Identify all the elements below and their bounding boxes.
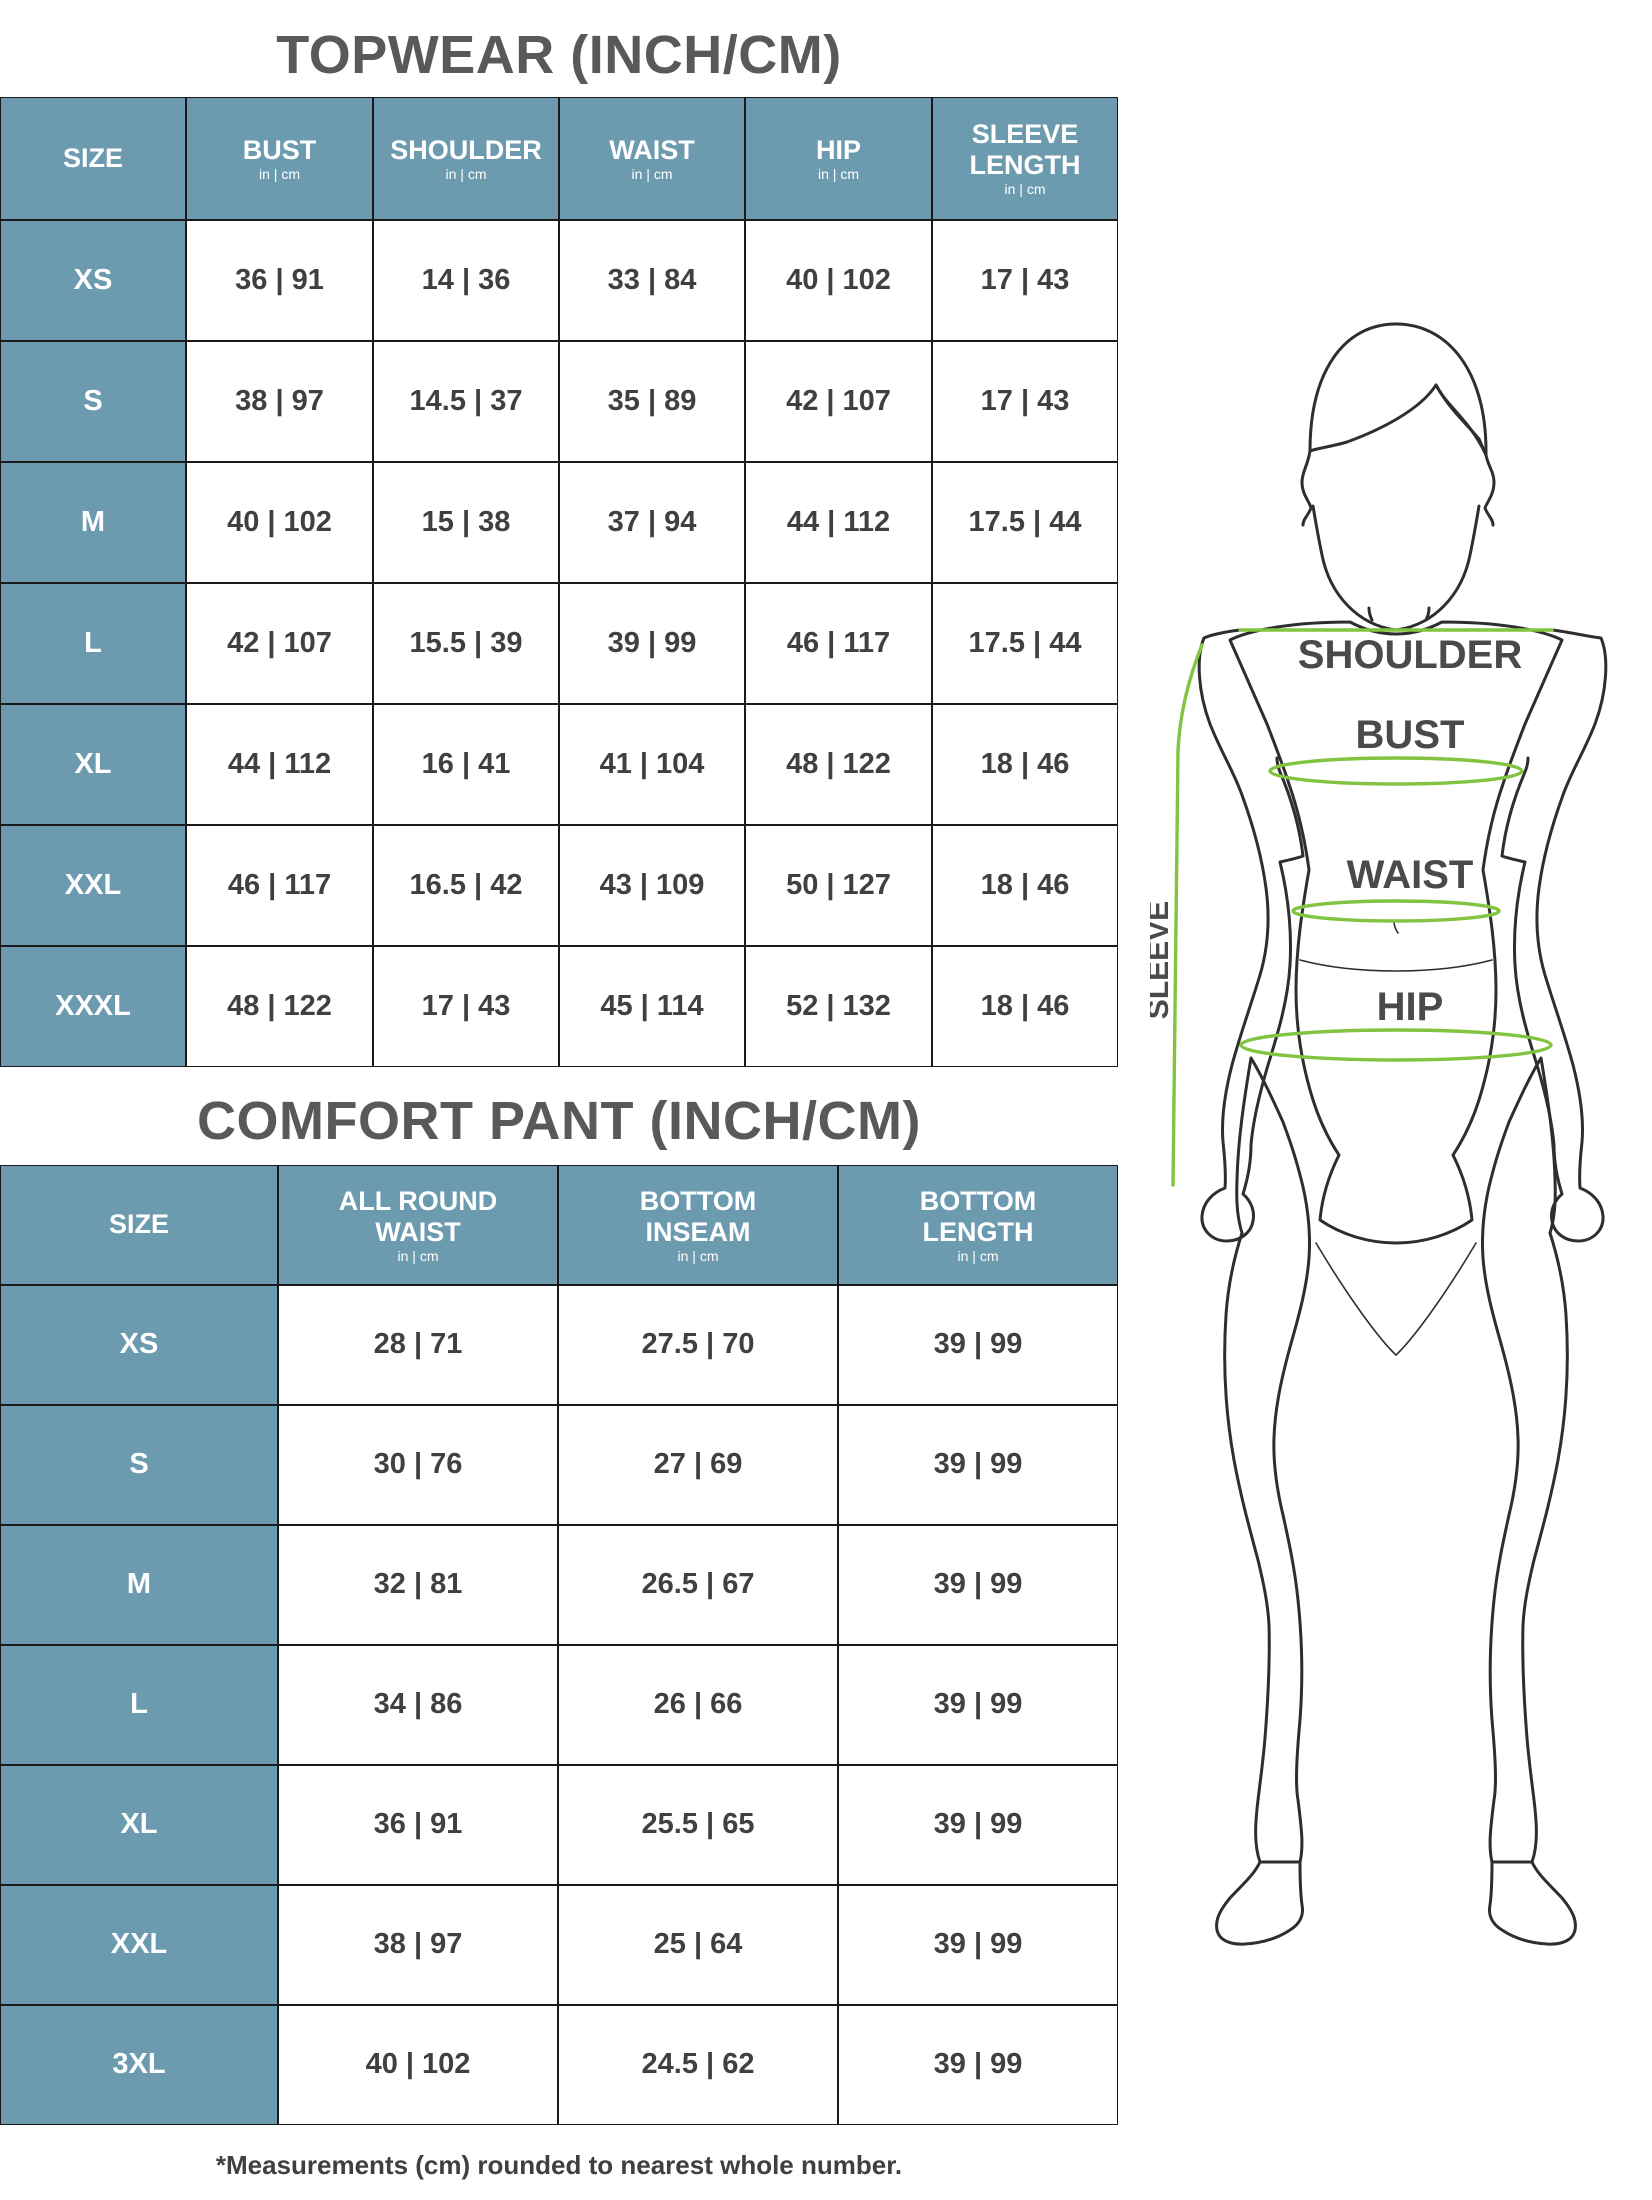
svg-text:BUST: BUST (1356, 713, 1465, 757)
svg-text:WAIST: WAIST (1347, 853, 1474, 897)
svg-text:SLEEVE: SLEEVE (1150, 901, 1175, 1019)
svg-text:SHOULDER: SHOULDER (1298, 633, 1523, 677)
svg-text:HIP: HIP (1377, 985, 1444, 1029)
